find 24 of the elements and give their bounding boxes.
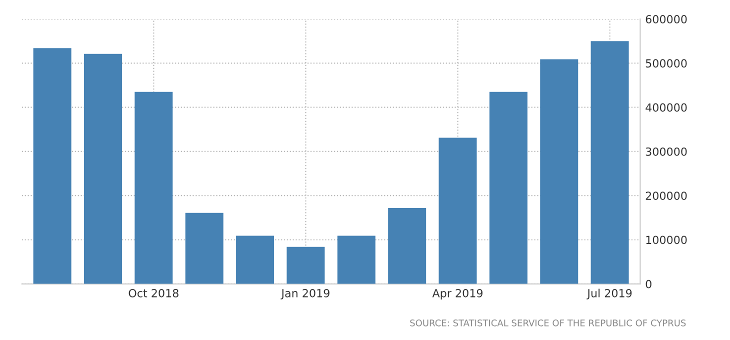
bar	[286, 246, 325, 284]
bar	[388, 208, 426, 284]
y-tick-label: 0	[646, 280, 652, 288]
bar	[185, 212, 224, 284]
x-tick-label: Jan 2019	[280, 288, 330, 300]
y-tick-label: 200000	[646, 192, 687, 200]
bar	[590, 41, 629, 284]
y-tick-label: 100000	[646, 236, 687, 244]
bar	[84, 54, 122, 284]
x-tick-label: Apr 2019	[432, 288, 482, 300]
bar	[540, 59, 578, 284]
bar	[33, 48, 72, 284]
x-tick-label: Oct 2018	[128, 288, 178, 298]
bar	[337, 236, 376, 284]
bar	[134, 92, 173, 284]
x-tick-label: Jul 2019	[586, 288, 632, 300]
y-tick-label: 500000	[646, 59, 687, 68]
bar	[236, 236, 274, 284]
y-tick-label: 400000	[646, 103, 687, 112]
bar	[489, 92, 528, 284]
y-tick-label: 300000	[646, 147, 687, 156]
source-note: SOURCE: STATISTICAL SERVICE OF THE REPUBLIC OF CYPRUS	[410, 320, 686, 326]
bar	[438, 138, 477, 284]
y-tick-label: 600000	[646, 15, 687, 24]
